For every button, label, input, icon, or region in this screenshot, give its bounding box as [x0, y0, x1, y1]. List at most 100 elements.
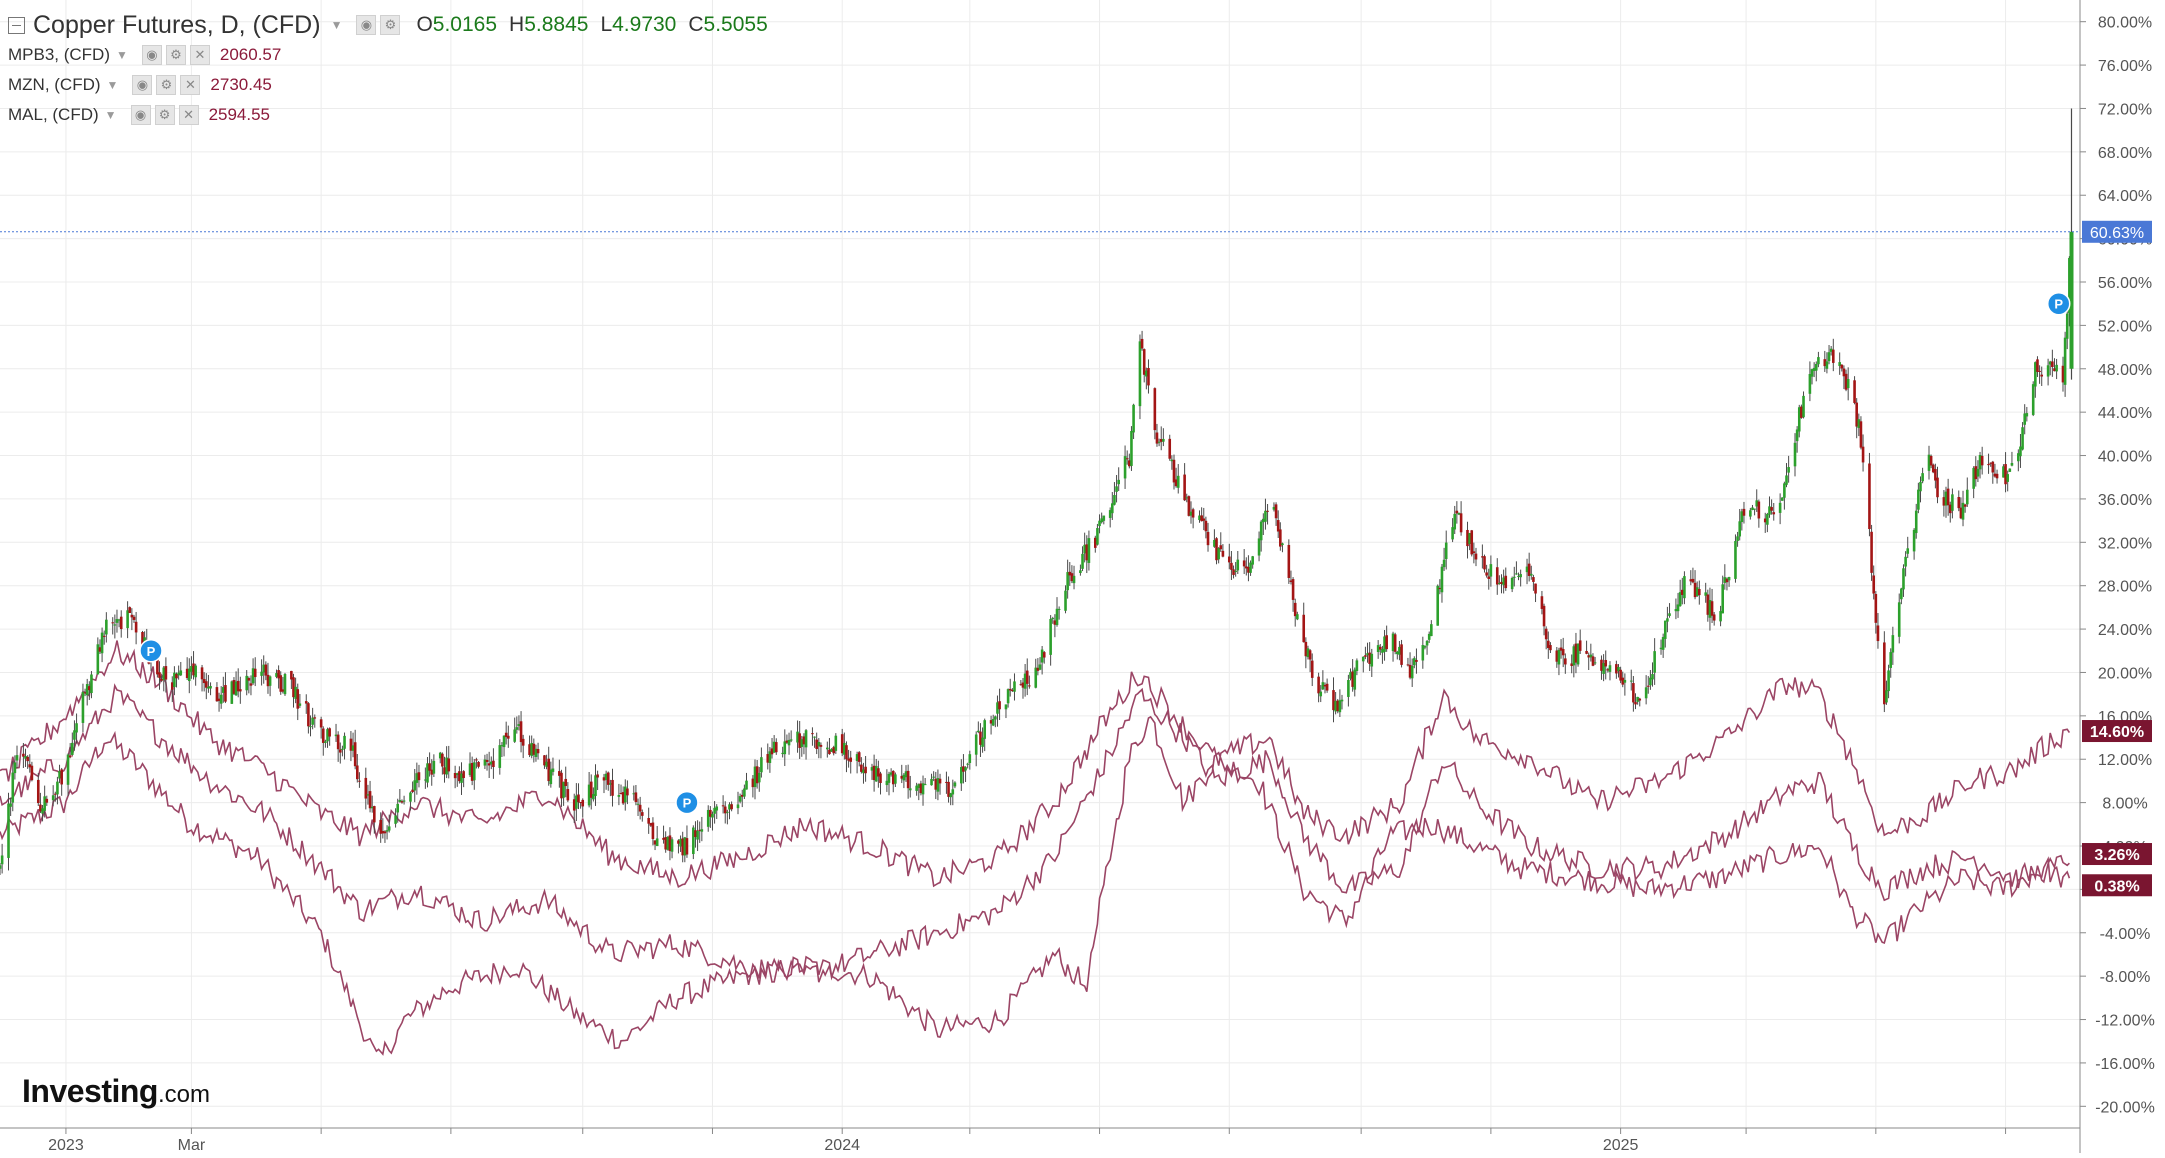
candle-body [1517, 575, 1520, 577]
candle-body [1393, 634, 1397, 652]
candle [209, 682, 212, 696]
candle [962, 754, 965, 784]
candle-body [1993, 473, 1997, 477]
candle [1321, 670, 1325, 690]
eye-icon[interactable]: ◉ [356, 15, 377, 35]
candle-body [179, 670, 183, 676]
gear-icon[interactable]: ⚙ [156, 75, 177, 95]
candle-body [1778, 502, 1782, 513]
candle [728, 802, 731, 820]
candle-body [855, 754, 859, 761]
candle-body [1079, 570, 1082, 574]
candle-body [677, 840, 680, 844]
candle [2034, 361, 2037, 398]
candle [385, 825, 389, 840]
candle [266, 662, 270, 694]
candle [319, 716, 323, 739]
candle [991, 714, 995, 727]
candle-body [1391, 633, 1395, 652]
candle [979, 723, 982, 757]
candle [632, 785, 636, 801]
candle [1008, 678, 1012, 697]
candle [919, 780, 923, 796]
candle-body [530, 742, 533, 756]
gear-icon[interactable]: ⚙ [154, 105, 175, 125]
candle [1438, 579, 1442, 595]
candle [202, 672, 206, 692]
candle [1281, 542, 1284, 553]
candle-body [1349, 672, 1352, 679]
candle-body [1183, 474, 1186, 501]
candle [26, 755, 29, 769]
candle-body [1319, 691, 1323, 697]
candle [1451, 518, 1454, 543]
candle-body [1485, 572, 1488, 576]
candle [802, 733, 806, 755]
candle [692, 825, 695, 860]
candle-body [2006, 474, 2009, 482]
candle [1276, 510, 1280, 538]
candle-body [1453, 513, 1457, 530]
candle-body [45, 798, 49, 803]
candle-body [755, 766, 759, 784]
candle [2008, 468, 2012, 472]
candle [921, 775, 925, 806]
candle [1087, 530, 1091, 571]
candle-body [251, 668, 255, 684]
chevron-down-icon[interactable]: ▼ [116, 48, 128, 62]
candle-body [498, 745, 502, 768]
candle [564, 766, 568, 798]
candle [281, 676, 285, 694]
gear-icon[interactable]: ⚙ [380, 15, 401, 35]
eye-icon[interactable]: ◉ [141, 45, 162, 65]
eye-icon[interactable]: ◉ [130, 105, 151, 125]
sub-series-title[interactable]: MAL, (CFD) [8, 105, 99, 124]
candle [1802, 391, 1805, 419]
gear-icon[interactable]: ⚙ [165, 45, 186, 65]
candle-body [504, 732, 508, 738]
collapse-icon[interactable] [8, 16, 25, 34]
candle-body [1259, 521, 1263, 541]
main-series-title[interactable]: Copper Futures, D, (CFD) [33, 10, 321, 39]
close-icon[interactable]: ✕ [178, 105, 199, 125]
candle-body [1987, 464, 1990, 466]
candle-body [1972, 467, 1975, 489]
candle-body [802, 736, 806, 745]
candle-body [979, 731, 982, 745]
candle-body [966, 763, 969, 765]
candle-body [1004, 704, 1008, 710]
candle-body [606, 772, 610, 785]
candle-body [1814, 364, 1818, 371]
candle-body [862, 769, 865, 774]
candle [204, 673, 208, 700]
candle [1844, 369, 1848, 392]
candle [1474, 547, 1478, 567]
sub-series-title[interactable]: MZN, (CFD) [8, 75, 101, 94]
candle-body [1634, 702, 1637, 705]
candle [1576, 643, 1580, 667]
candle [1991, 460, 1995, 484]
candle [1393, 632, 1397, 655]
candle-body [1206, 531, 1210, 546]
chevron-down-icon[interactable]: ▼ [104, 108, 117, 122]
sub-series-title[interactable]: MPB3, (CFD) [8, 45, 110, 64]
candle [751, 775, 755, 798]
candle-body [1325, 683, 1329, 691]
candle-body [1859, 421, 1863, 448]
candle [887, 771, 891, 796]
candle [296, 683, 300, 721]
candle [1355, 658, 1359, 676]
chevron-down-icon[interactable]: ▼ [330, 18, 343, 32]
candle-body [1368, 652, 1371, 664]
candle-body [692, 827, 695, 855]
eye-icon[interactable]: ◉ [132, 75, 153, 95]
candle [1153, 387, 1157, 440]
close-icon[interactable]: ✕ [189, 45, 210, 65]
candle [864, 756, 867, 782]
candle [15, 745, 19, 769]
chevron-down-icon[interactable]: ▼ [106, 78, 119, 92]
close-icon[interactable]: ✕ [180, 75, 201, 95]
candle-body [1072, 575, 1076, 584]
